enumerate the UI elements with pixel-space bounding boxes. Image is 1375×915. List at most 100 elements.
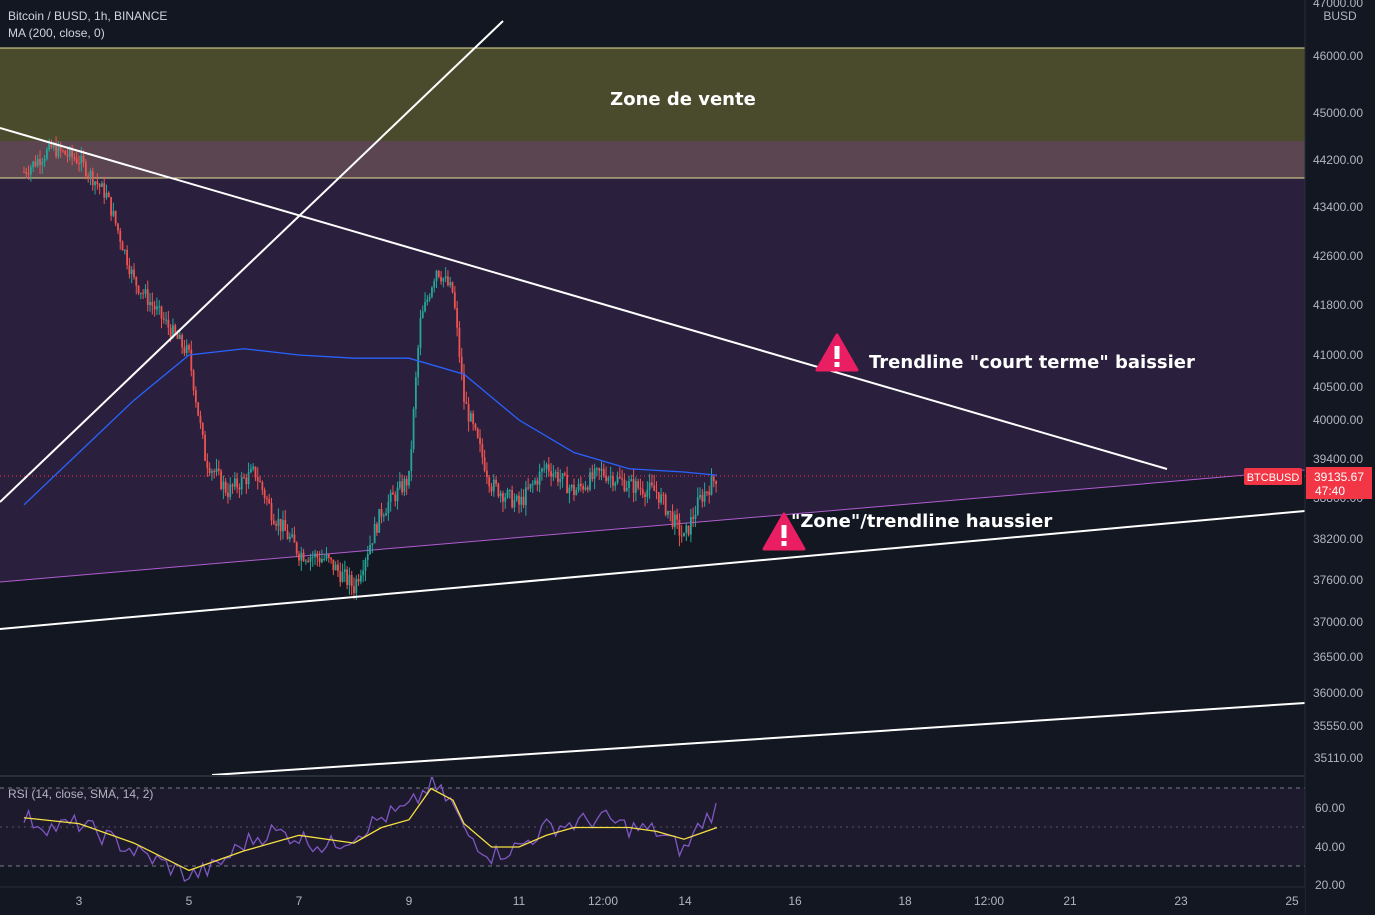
candle-body [483, 457, 486, 471]
candle-body [476, 428, 479, 438]
candle-body [64, 150, 67, 155]
time-axis-label: 5 [186, 894, 193, 908]
candle-body [325, 554, 328, 559]
candle-body [227, 492, 229, 497]
candle-body [401, 481, 404, 493]
candle-body [685, 525, 688, 533]
candle-body [396, 487, 399, 502]
candle-body [431, 287, 433, 297]
candle-body [240, 477, 243, 490]
candle-body [543, 468, 546, 470]
candle-body [428, 296, 431, 300]
candle-body [188, 345, 190, 350]
candle-body [153, 305, 156, 310]
trendline-rising-steep[interactable] [0, 20, 504, 503]
candle-body [712, 476, 715, 482]
candle-body [309, 557, 312, 562]
time-axis[interactable] [0, 887, 1305, 915]
candle-body [653, 485, 656, 491]
rsi-axis-labels: 60.00 40.00 20.00 [1315, 801, 1345, 892]
candle-body [522, 496, 525, 506]
candle-body [680, 535, 683, 537]
candle-body [211, 471, 213, 474]
candle-body [536, 480, 539, 485]
symbol-tag [1244, 468, 1302, 485]
candle-body [508, 490, 511, 492]
trendline-long-term[interactable] [211, 702, 1305, 775]
candle-body [689, 517, 692, 535]
candle-body [185, 345, 188, 354]
candle-body [605, 475, 607, 481]
candle-body [337, 564, 339, 571]
candle-body [167, 319, 170, 328]
candle-body [311, 556, 314, 558]
candle-body [199, 415, 202, 424]
symbol-title: Bitcoin / BUSD, 1h, BINANCE [8, 9, 168, 23]
candle-body [566, 474, 569, 494]
price-axis[interactable] [1305, 0, 1375, 887]
price-tag [1306, 467, 1372, 499]
candle-body [385, 513, 387, 516]
rsi-pane[interactable] [0, 776, 1305, 883]
candle-body [252, 466, 255, 469]
candle-body [126, 249, 129, 266]
candle-body [59, 145, 62, 151]
trendline-bullish[interactable] [0, 510, 1305, 630]
main-pane[interactable]: Zone de vente Trendline "court terme" ba… [0, 20, 1305, 775]
candle-body [98, 184, 101, 187]
candle-body [101, 183, 103, 187]
candle-body [302, 552, 305, 562]
candle-body [68, 149, 71, 157]
rsi-axis-label: 40.00 [1315, 840, 1345, 854]
candle-body [78, 163, 80, 165]
candle-body [272, 520, 275, 524]
candle-body [94, 181, 96, 186]
candle-body [541, 468, 543, 472]
warning-icon [762, 512, 806, 551]
candle-body [73, 157, 76, 159]
candle-body [364, 559, 367, 571]
price-axis-label: 35550.00 [1313, 719, 1363, 733]
candle-body [497, 483, 500, 497]
indicator-title: MA (200, close, 0) [8, 26, 105, 40]
candle-body [80, 155, 83, 164]
candle-body [545, 464, 548, 469]
candle-body [66, 154, 69, 157]
candle-body [201, 423, 204, 435]
candle-body [456, 307, 459, 328]
candle-body [657, 492, 660, 503]
candle-body [192, 370, 195, 391]
candle-body [298, 553, 300, 561]
candle-body [435, 270, 438, 282]
candle-body [291, 534, 294, 537]
candle-body [637, 481, 640, 488]
candle-body [371, 543, 374, 545]
candle-body [380, 509, 383, 517]
candle-body [609, 476, 612, 478]
candle-body [667, 510, 669, 515]
candle-body [694, 514, 697, 519]
trendline-short-term-bearish[interactable] [0, 127, 1168, 470]
candle-body [174, 325, 177, 334]
price-axis-label: 47000.00 [1313, 0, 1363, 10]
candle-body [114, 210, 117, 224]
candle-body [55, 145, 57, 157]
candle-body [442, 278, 445, 282]
candle-body [655, 490, 658, 493]
candle-body [582, 485, 585, 490]
candle-body [621, 478, 624, 480]
candle-body [614, 482, 617, 486]
candle-body [472, 413, 475, 424]
ma-200-line [23, 348, 718, 506]
candle-body [277, 518, 280, 526]
candle-body [314, 553, 316, 557]
candle-body [91, 171, 94, 186]
candle-body [408, 470, 410, 486]
candle-body [119, 230, 122, 242]
candle-body [469, 413, 472, 422]
candle-body [426, 299, 429, 302]
candle-body [87, 176, 90, 178]
candle-body [458, 327, 461, 357]
candle-body [625, 488, 628, 491]
